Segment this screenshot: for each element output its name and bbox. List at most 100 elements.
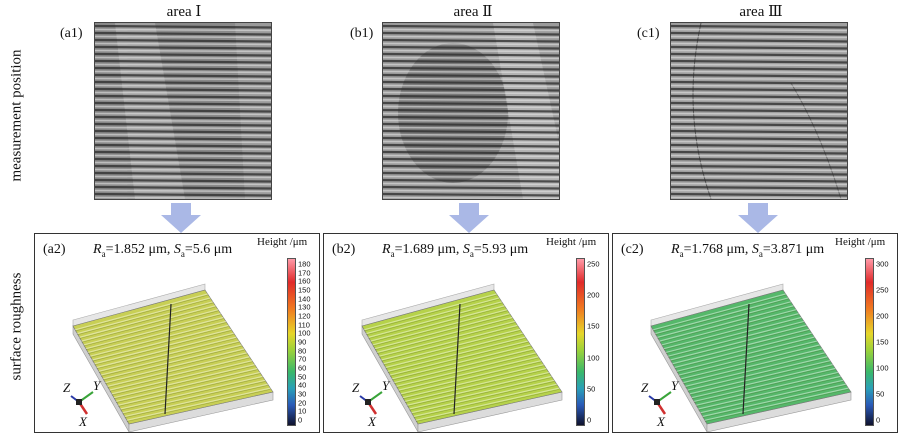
colorbar-tick-label: 40: [298, 380, 307, 390]
roughness-panel-b2: (b2) Ra=1.689 μm, Sa=5.93 μm Height /μm …: [323, 233, 609, 433]
colorbar-tick-label: 0: [876, 415, 881, 425]
groove-line: [689, 360, 831, 395]
groove-line: [411, 379, 555, 414]
colorbar-tick-label: 30: [298, 389, 307, 399]
groove-shadow: [663, 314, 799, 351]
groove-line: [404, 367, 547, 402]
groove-shadow: [694, 369, 836, 403]
surface-3d-plot: [72, 283, 274, 432]
groove-shadow: [366, 298, 500, 336]
colorbar-tick-label: 100: [587, 353, 600, 363]
groove-lines: [671, 24, 847, 199]
groove-line: [392, 344, 531, 380]
groove-shadow: [685, 353, 825, 388]
groove-line: [657, 301, 791, 338]
groove-line: [700, 379, 844, 414]
groove-line: [90, 320, 227, 357]
groove-line: [413, 383, 557, 417]
groove-shadow: [124, 385, 268, 419]
groove-shadow: [96, 334, 234, 370]
panel-label-a1: (a1): [60, 26, 83, 41]
groove-lines: [383, 24, 559, 199]
axis-label-y: Y: [382, 378, 390, 393]
colorbar-tick-label: 70: [298, 354, 307, 364]
column-title-area-3: area Ⅲ: [739, 4, 783, 20]
groove-shadow: [402, 365, 544, 400]
groove-shadow: [394, 349, 534, 385]
roughness-panel-c2: (c2) Ra=1.768 μm, Sa=3.871 μm Height /μm…: [612, 233, 898, 433]
colorbar-tick-label: 50: [587, 384, 596, 394]
axis-label-z: Z: [641, 380, 649, 395]
groove-shadow: [126, 389, 271, 422]
groove-line: [685, 352, 825, 387]
row-label-surface-roughness: surface roughness: [8, 272, 25, 381]
groove-shadow: [77, 298, 211, 336]
groove-line: [655, 297, 789, 335]
groove-line: [696, 371, 839, 406]
groove-shadow: [405, 369, 547, 403]
micrograph-image-a1: [95, 23, 271, 199]
axis-label-y: Y: [671, 378, 679, 393]
roughness-panel-a2: (a2) Ra=1.852 μm, Sa=5.6 μm Height /μm 1…: [34, 233, 320, 433]
surface-top: [361, 289, 563, 425]
groove-line: [98, 336, 237, 372]
groove-shadow: [118, 373, 260, 407]
colorbar: [865, 258, 874, 426]
groove-line: [126, 387, 271, 421]
groove-shadow: [698, 377, 841, 411]
groove-shadow: [381, 326, 518, 362]
groove-line: [704, 387, 849, 421]
groove-shadow: [687, 357, 828, 392]
groove-shadow: [674, 334, 812, 370]
colorbar-title: Height /μm: [835, 236, 886, 248]
groove-shadow: [668, 322, 804, 358]
groove-line: [120, 375, 263, 410]
colorbar-tick-label: 110: [298, 320, 310, 330]
groove-shadow: [85, 314, 221, 351]
groove-line: [407, 371, 550, 406]
groove-line: [681, 344, 820, 380]
colorbar-tick-label: 170: [298, 268, 311, 278]
micrograph-image-b1: [383, 23, 559, 199]
groove-line: [124, 383, 268, 417]
groove-line: [387, 336, 526, 372]
roughness-metrics: Ra=1.689 μm, Sa=5.93 μm: [382, 242, 529, 259]
groove-line: [661, 309, 797, 346]
groove-shadow: [103, 345, 242, 381]
groove-line: [109, 356, 250, 391]
roughness-metrics: Ra=1.852 μm, Sa=5.6 μm: [93, 242, 233, 259]
groove-line: [370, 305, 505, 342]
column-title-area-1: area Ⅰ: [166, 4, 202, 20]
row-label-measurement-position: measurement position: [8, 49, 25, 182]
groove-line: [400, 360, 542, 395]
groove-shadow: [120, 377, 263, 411]
groove-shadow: [657, 302, 791, 339]
colorbar-tick-label: 20: [298, 398, 307, 408]
roughness-metrics: Ra=1.768 μm, Sa=3.871 μm: [671, 242, 825, 259]
groove-line: [92, 324, 229, 361]
groove-line: [368, 301, 502, 338]
groove-shadow: [700, 381, 844, 415]
xyz-axes-icon: Z Y X: [641, 378, 691, 430]
groove-shadow: [398, 357, 539, 392]
groove-line: [79, 301, 213, 338]
groove-shadow: [689, 361, 831, 396]
groove-shadow: [407, 373, 549, 407]
groove-line: [683, 348, 823, 384]
axis-label-z: Z: [63, 380, 71, 395]
groove-shadow: [655, 298, 789, 336]
groove-line: [366, 297, 500, 335]
groove-line: [674, 332, 812, 368]
groove-shadow: [92, 326, 229, 362]
section-line: [164, 303, 172, 415]
groove-line: [372, 309, 508, 346]
section-line: [453, 303, 461, 415]
axis-label-x: X: [657, 414, 665, 429]
groove-shadow: [383, 330, 521, 366]
groove-line: [385, 332, 523, 368]
groove-shadow: [411, 381, 555, 415]
groove-shadow: [109, 357, 250, 392]
colorbar-tick-label: 150: [876, 337, 889, 347]
groove-line: [665, 316, 802, 353]
groove-line: [394, 348, 534, 384]
